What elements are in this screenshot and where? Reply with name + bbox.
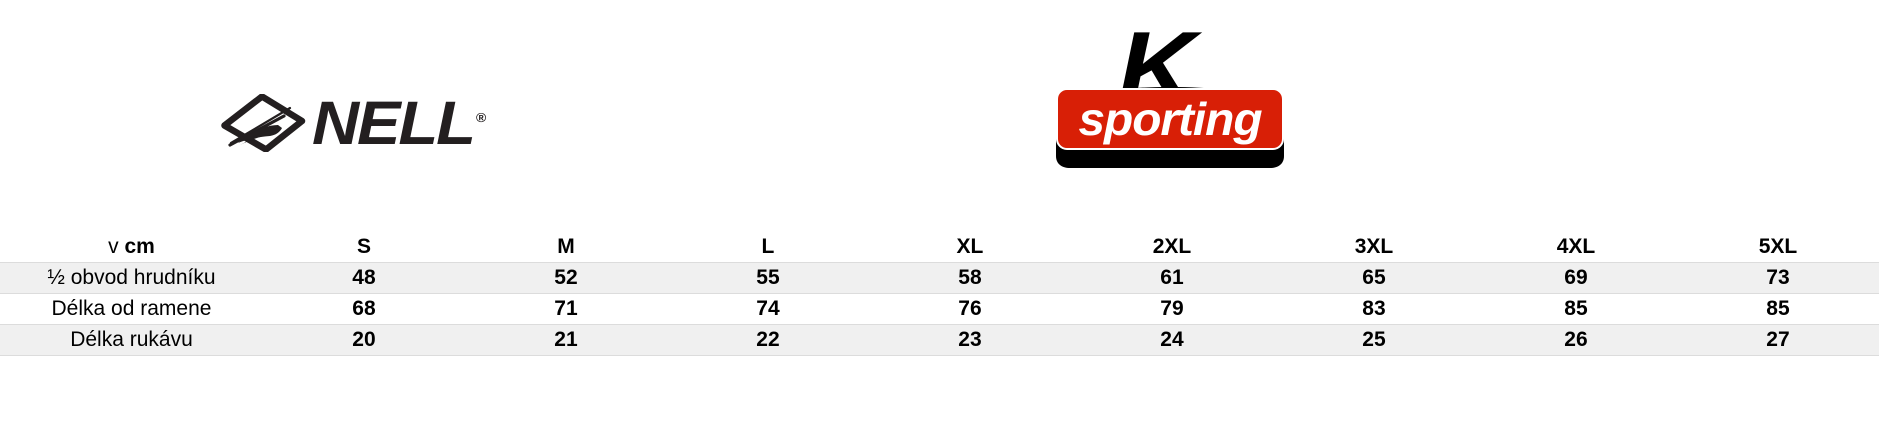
measurement-value: 23 — [868, 324, 1071, 356]
size-column-header-3xl: 3XL — [1272, 232, 1475, 263]
measurement-value: 69 — [1474, 262, 1677, 294]
k-sporting-banner: sporting — [1056, 88, 1284, 150]
measurement-value: 58 — [868, 262, 1071, 294]
measurement-value: 83 — [1272, 293, 1475, 325]
unit-prefix: v — [108, 235, 119, 258]
measurement-value: 48 — [262, 262, 465, 294]
measurement-value: 68 — [262, 293, 465, 325]
size-table-body: ½ obvod hrudníku 48 52 55 58 61 65 69 73… — [0, 262, 1879, 356]
measurement-label: Délka rukávu — [0, 324, 263, 356]
size-column-header-m: M — [464, 232, 667, 263]
size-column-header-s: S — [262, 232, 465, 263]
size-column-header-4xl: 4XL — [1474, 232, 1677, 263]
measurement-value: 27 — [1676, 324, 1879, 356]
size-table-container: v cm S M L XL 2XL 3XL 4XL 5XL ½ obvod hr… — [0, 232, 1879, 356]
nell-wordmark: NELL ® — [312, 92, 487, 154]
size-table-header-row: v cm S M L XL 2XL 3XL 4XL 5XL — [0, 232, 1879, 263]
measurement-value: 25 — [1272, 324, 1475, 356]
measurement-value: 85 — [1474, 293, 1677, 325]
nell-registered-mark: ® — [475, 109, 487, 125]
measurement-value: 65 — [1272, 262, 1475, 294]
measurement-label: ½ obvod hrudníku — [0, 262, 263, 294]
table-row: Délka rukávu 20 21 22 23 24 25 26 27 — [0, 324, 1879, 356]
measurement-value: 52 — [464, 262, 667, 294]
size-column-header-xl: XL — [868, 232, 1071, 263]
size-table-unit-header: v cm — [0, 232, 263, 263]
unit-label: cm — [124, 235, 155, 258]
measurement-value: 22 — [666, 324, 869, 356]
measurement-value: 21 — [464, 324, 667, 356]
measurement-value: 71 — [464, 293, 667, 325]
size-column-header-5xl: 5XL — [1676, 232, 1879, 263]
measurement-value: 79 — [1070, 293, 1273, 325]
nell-wordmark-text: NELL — [312, 88, 476, 157]
logo-band: NELL ® K sporting — [218, 17, 1290, 170]
size-table: v cm S M L XL 2XL 3XL 4XL 5XL ½ obvod hr… — [0, 232, 1879, 356]
size-column-header-2xl: 2XL — [1070, 232, 1273, 263]
measurement-value: 61 — [1070, 262, 1273, 294]
k-sporting-wordmark: sporting — [1078, 93, 1262, 145]
measurement-value: 73 — [1676, 262, 1879, 294]
measurement-value: 55 — [666, 262, 869, 294]
size-table-head: v cm S M L XL 2XL 3XL 4XL 5XL — [0, 232, 1879, 263]
nell-diamond-emblem-icon — [221, 94, 306, 152]
measurement-label: Délka od ramene — [0, 293, 263, 325]
k-sporting-logo: K sporting — [1050, 17, 1290, 170]
size-column-header-l: L — [666, 232, 869, 263]
measurement-value: 85 — [1676, 293, 1879, 325]
nell-logo: NELL ® — [218, 92, 486, 154]
measurement-value: 74 — [666, 293, 869, 325]
measurement-value: 20 — [262, 324, 465, 356]
measurement-value: 76 — [868, 293, 1071, 325]
table-row: Délka od ramene 68 71 74 76 79 83 85 85 — [0, 293, 1879, 325]
measurement-value: 26 — [1474, 324, 1677, 356]
table-row: ½ obvod hrudníku 48 52 55 58 61 65 69 73 — [0, 262, 1879, 294]
measurement-value: 24 — [1070, 324, 1273, 356]
